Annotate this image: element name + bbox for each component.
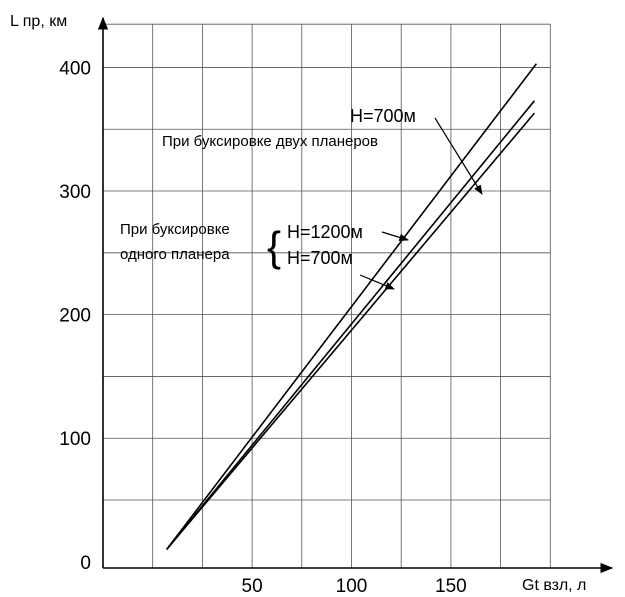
x-axis-label: Gt взл, л <box>522 577 586 594</box>
x-tick-label: 100 <box>336 576 368 597</box>
annotation-h1200-arrow <box>381 231 409 242</box>
annotation-one-glider-label-2: одного планера <box>120 246 230 263</box>
y-tick-label: 0 <box>80 553 91 574</box>
tick-labels: 0 100 200 300 400 50 100 150 <box>59 58 466 597</box>
annotation-h700-arrow <box>359 274 395 290</box>
axes <box>97 16 614 574</box>
annotation-one-glider-h700: Н=700м <box>287 248 353 268</box>
y-tick-label: 400 <box>59 58 91 79</box>
y-tick-label: 200 <box>59 306 91 327</box>
annotation-one-glider-h1200: Н=1200м <box>287 222 363 242</box>
y-tick-label: 300 <box>59 182 91 203</box>
y-tick-label: 100 <box>59 429 91 450</box>
annotation-two-gliders-arrow <box>434 117 483 195</box>
series-line-one-glider-h1200 <box>165 100 536 550</box>
x-tick-label: 150 <box>435 576 467 597</box>
series-line-one-glider-h700 <box>166 112 536 550</box>
series-line-two-gliders-h700 <box>165 63 538 550</box>
series <box>165 63 538 550</box>
annotation-two-gliders-label: При буксировке двух планеров <box>162 133 378 150</box>
annotation-one-glider-label-1: При буксировке <box>120 221 230 238</box>
x-tick-label: 50 <box>242 576 263 597</box>
annotation-two-gliders-h700: Н=700м <box>350 106 416 126</box>
annotation-brace: { <box>267 223 281 270</box>
grid <box>103 23 551 568</box>
y-axis-label: L пр, км <box>10 13 67 30</box>
